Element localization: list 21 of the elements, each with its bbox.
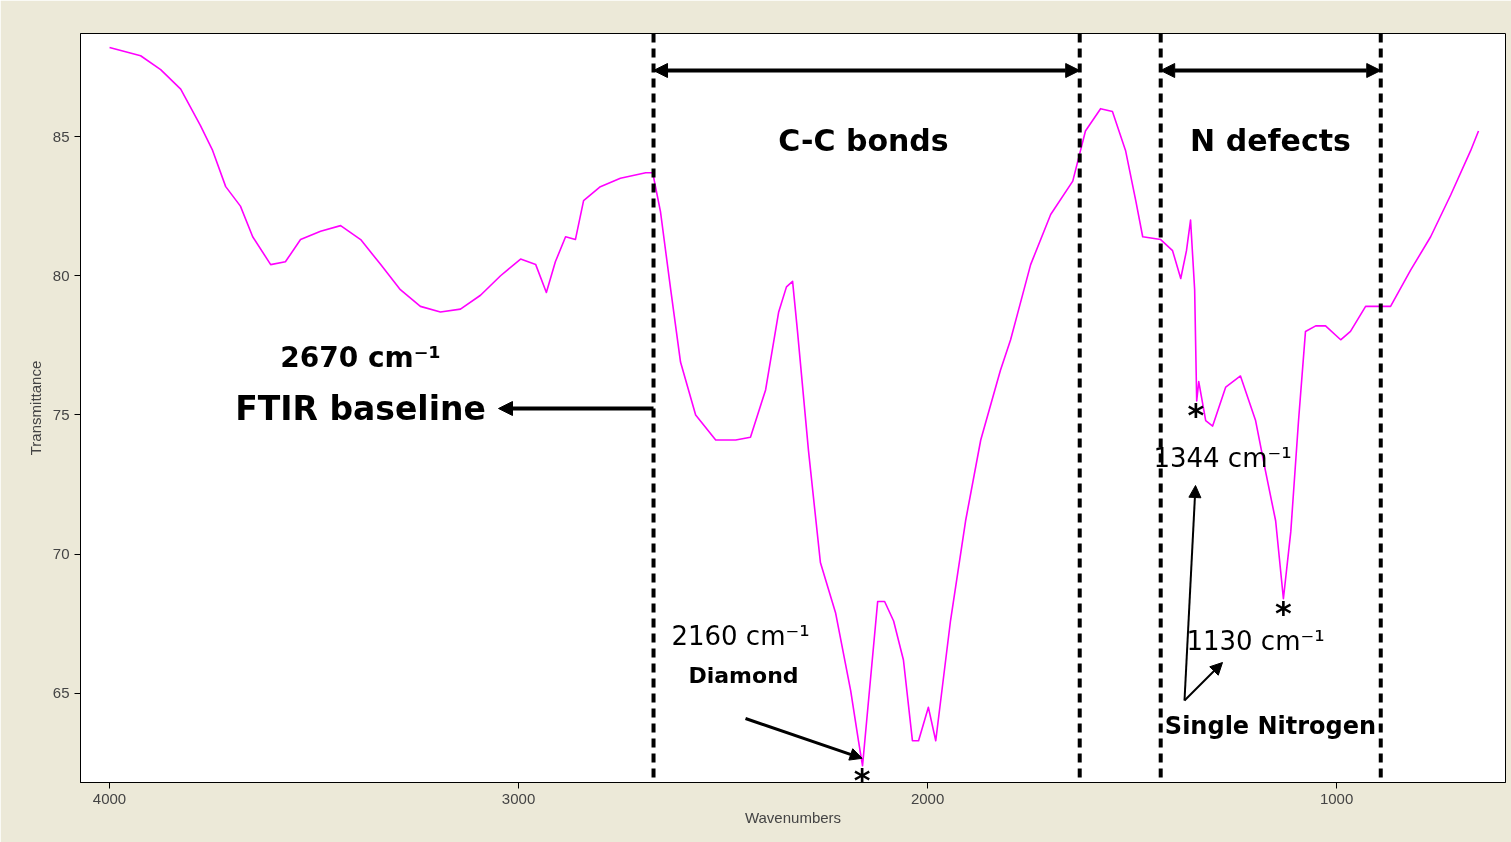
x-tick-label: 1000 (1319, 789, 1354, 807)
y-tick-label: 85 (52, 127, 70, 145)
line-series (108, 46, 1480, 767)
annotation: * (853, 760, 871, 799)
x-axis-title: Wavenumbers (744, 808, 842, 826)
annotation: C-C bonds (778, 123, 949, 158)
annotation: 2670 cm⁻¹ (280, 341, 441, 374)
annotation: FTIR baseline (235, 389, 486, 428)
annotation: Diamond (688, 663, 799, 688)
y-tick-label: 80 (52, 266, 70, 284)
y-axis-title: Transmittance (26, 360, 44, 456)
y-tick-label: 75 (52, 405, 70, 423)
x-tick-label: 4000 (92, 789, 127, 807)
annotation: 2160 cm⁻¹ (671, 620, 810, 651)
y-tick-label: 65 (52, 684, 70, 702)
annotation: N defects (1190, 123, 1351, 158)
x-tick-label: 2000 (910, 789, 945, 807)
annotation: Single Nitrogen (1164, 711, 1377, 740)
x-tick-label: 3000 (501, 789, 536, 807)
y-tick-label: 70 (52, 545, 70, 563)
annotation: * (1187, 396, 1205, 435)
